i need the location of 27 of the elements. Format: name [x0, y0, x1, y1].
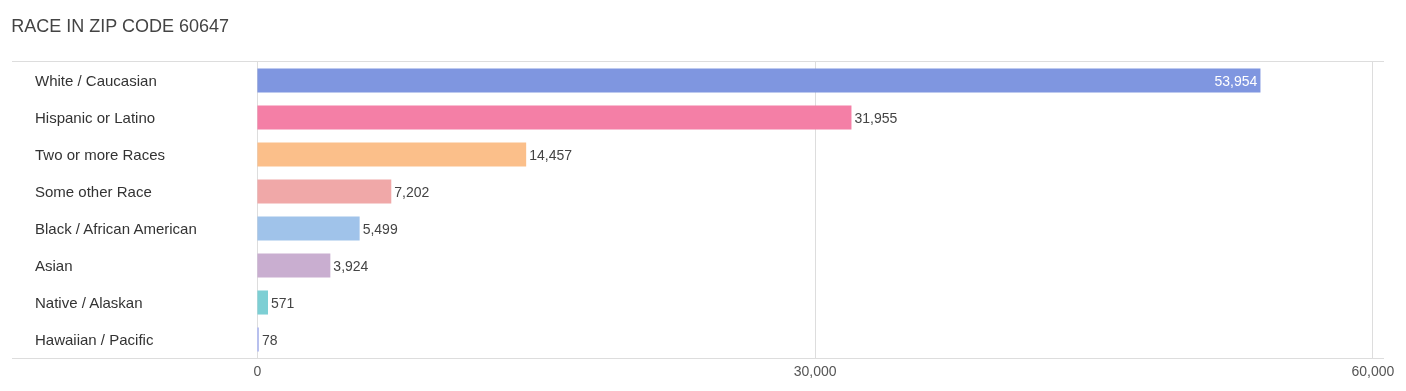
data-label: 14,457 — [529, 146, 573, 163]
y-tick-label: White / Caucasian — [35, 71, 157, 89]
y-tick-label: Hispanic or Latino — [35, 108, 156, 126]
data-label: 53,954 — [1214, 72, 1258, 89]
y-tick-label: Some other Race — [35, 182, 152, 200]
bar — [257, 253, 331, 278]
data-label: 5,499 — [362, 220, 398, 237]
y-tick-label: Native / Alaskan — [35, 293, 143, 311]
bar — [257, 105, 852, 130]
bar — [257, 68, 1261, 93]
x-tick-label: 60,000 — [1351, 362, 1395, 379]
data-label: 7,202 — [394, 183, 430, 200]
y-tick-label: Asian — [35, 256, 73, 274]
y-tick-label: Black / African American — [35, 219, 197, 237]
x-tick-label: 0 — [253, 362, 262, 379]
y-tick-label: Two or more Races — [35, 145, 166, 163]
bar — [257, 290, 269, 315]
chart-title: RACE IN ZIP CODE 60647 — [11, 16, 229, 37]
data-label: 571 — [271, 294, 295, 311]
bar — [257, 142, 527, 167]
bar — [257, 179, 392, 204]
x-tick-label: 30,000 — [793, 362, 837, 379]
data-label: 3,924 — [333, 257, 369, 274]
bar — [257, 216, 360, 241]
y-tick-label: Hawaiian / Pacific — [35, 330, 154, 348]
data-label: 78 — [262, 331, 278, 348]
data-label: 31,955 — [854, 109, 898, 126]
